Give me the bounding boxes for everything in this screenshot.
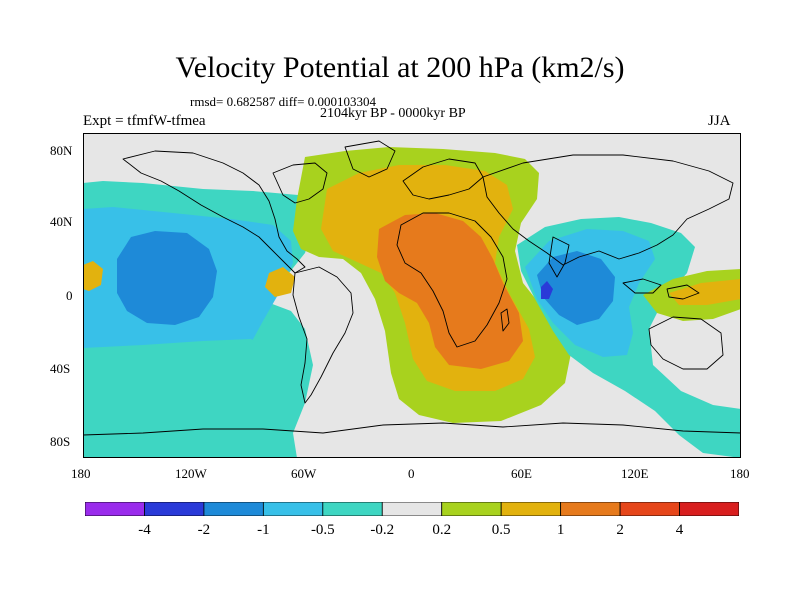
season-label: JJA: [708, 113, 731, 129]
colorbar-swatch: [322, 501, 383, 517]
map-canvas: [83, 133, 741, 458]
colorbar-swatch: [84, 501, 145, 517]
lat-tick-40s: 40S: [50, 361, 71, 376]
colorbar-label: 4: [675, 522, 684, 538]
coastlines: [83, 140, 741, 436]
colorbar-swatch: [381, 501, 443, 517]
lon-tick-60e: 60E: [511, 466, 532, 481]
dateline-positive-patch: [83, 261, 103, 291]
lon-tick-120e: 120E: [621, 466, 649, 481]
colorbar-label: -0.5: [310, 522, 335, 538]
colorbar-swatch: [262, 501, 324, 517]
colorbar-label: -2: [197, 522, 211, 538]
africa-orange-region: [377, 213, 523, 369]
map-title: Velocity Potential at 200 hPa (km2/s): [175, 51, 625, 84]
colorbar-label: 0.2: [432, 522, 452, 538]
pacific-south-teal-region: [83, 339, 273, 399]
period-label: 2104kyr BP - 0000kyr BP: [320, 106, 466, 121]
lon-tick-60w: 60W: [291, 466, 317, 481]
colorbar-swatch: [560, 501, 621, 517]
colorbar-label: 1: [556, 522, 565, 538]
lon-tick-180w: 180: [71, 466, 91, 481]
colorbar-label: 0.5: [491, 522, 511, 538]
pacific-blue-region: [117, 231, 217, 325]
colorbar-svg: [84, 501, 740, 517]
map-frame: [83, 133, 741, 458]
colorbar-swatch: [500, 501, 562, 517]
lon-tick-180e: 180: [730, 466, 750, 481]
lat-tick-80n: 80N: [50, 143, 73, 158]
indian-ocean-deep-blue-spot: [541, 281, 553, 299]
stats-line: rmsd= 0.682587 diff= 0.000103304: [190, 94, 376, 109]
colorbar: [84, 501, 740, 517]
experiment-label: Expt = tfmfW-tfmea: [83, 113, 206, 129]
colorbar-swatch: [619, 501, 680, 517]
colorbar-swatch: [203, 501, 264, 517]
colorbar-swatch: [679, 501, 740, 517]
lon-tick-0: 0: [408, 466, 415, 481]
caribbean-orange-patch: [265, 267, 295, 297]
lat-tick-0: 0: [66, 288, 73, 303]
colorbar-label: 2: [616, 522, 624, 538]
colorbar-label: -4: [138, 522, 151, 538]
lat-tick-40n: 40N: [50, 214, 73, 229]
colorbar-swatch: [441, 501, 502, 517]
colorbar-label: -0.2: [370, 522, 395, 538]
map-panel: [83, 133, 741, 458]
indian-ocean-blue-region: [537, 251, 615, 325]
west-pacific-orange-band: [669, 279, 741, 305]
lat-tick-80s: 80S: [50, 434, 71, 449]
colorbar-swatch: [144, 501, 205, 517]
colorbar-label: -1: [257, 522, 270, 538]
lon-tick-120w: 120W: [175, 466, 207, 481]
